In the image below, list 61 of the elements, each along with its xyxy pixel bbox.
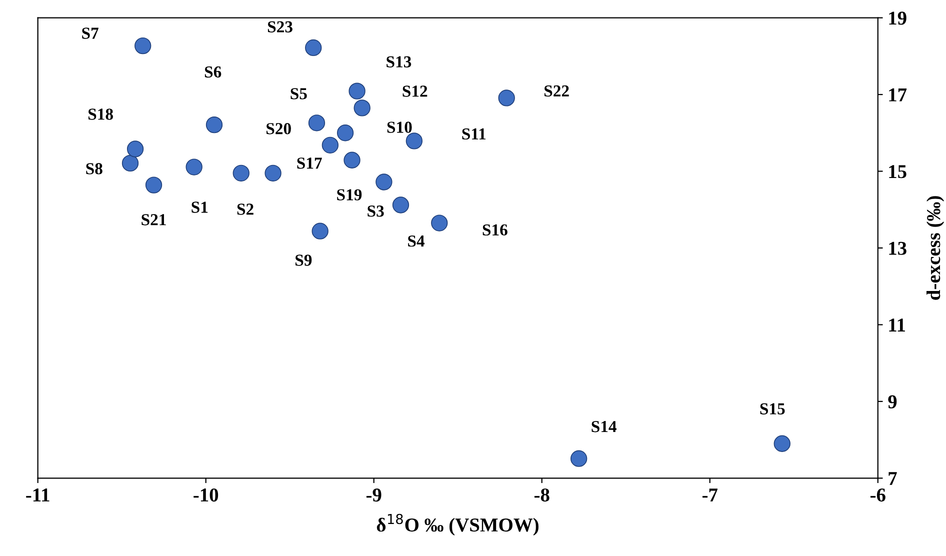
annotation: S10 bbox=[387, 122, 412, 133]
annotation: S19 bbox=[337, 189, 362, 200]
point bbox=[344, 152, 360, 168]
x-tick-label: -7 bbox=[702, 488, 718, 502]
point bbox=[376, 174, 392, 190]
annotation: S6 bbox=[204, 66, 222, 78]
point bbox=[305, 39, 322, 56]
y-tick-label: 11 bbox=[889, 318, 905, 332]
y-tick-label: 7 bbox=[888, 472, 897, 485]
point bbox=[336, 124, 354, 142]
y-tick-label: 15 bbox=[889, 165, 906, 178]
point bbox=[145, 176, 162, 194]
x-tick-label: -8 bbox=[534, 488, 550, 502]
annotation: S13 bbox=[386, 56, 412, 68]
x-axis-title: δ$^{18}$O ‰ (VSMOW) bbox=[376, 514, 538, 536]
annotation: S5 bbox=[290, 88, 307, 100]
annotation: S2 bbox=[237, 204, 254, 215]
point bbox=[348, 82, 366, 100]
annotation: S18 bbox=[88, 108, 113, 120]
annotation: S20 bbox=[266, 123, 291, 134]
y-tick-label: 13 bbox=[889, 242, 906, 255]
y-axis-title: d-excess (‰) bbox=[926, 196, 944, 300]
point bbox=[122, 154, 139, 172]
point bbox=[406, 132, 423, 150]
x-tick-label: -9 bbox=[366, 488, 382, 502]
point bbox=[134, 37, 152, 54]
annotation: S1 bbox=[192, 202, 208, 213]
point bbox=[774, 435, 790, 452]
point bbox=[126, 140, 144, 158]
point bbox=[186, 158, 202, 176]
point bbox=[206, 116, 223, 134]
x-tick-label: -6 bbox=[870, 488, 886, 502]
y-tick-label: 17 bbox=[889, 88, 907, 102]
y-tick-label: 19 bbox=[889, 12, 906, 25]
y-tick-label: 9 bbox=[888, 395, 897, 408]
point bbox=[498, 90, 515, 106]
annotation: S8 bbox=[86, 163, 102, 174]
annotation: S17 bbox=[297, 158, 322, 169]
annotation: S16 bbox=[482, 224, 508, 236]
annotation: S3 bbox=[368, 206, 384, 217]
annotation: S12 bbox=[402, 86, 428, 97]
point bbox=[232, 164, 250, 182]
point bbox=[322, 136, 339, 154]
annotation: S9 bbox=[296, 254, 312, 266]
annotation: S21 bbox=[142, 214, 166, 226]
annotation: S7 bbox=[82, 28, 98, 39]
point bbox=[431, 214, 448, 232]
annotation: S15 bbox=[760, 403, 785, 414]
annotation: S4 bbox=[408, 235, 425, 247]
point bbox=[264, 164, 282, 182]
point bbox=[312, 222, 328, 240]
annotation: S23 bbox=[268, 21, 292, 32]
x-tick-label: -11 bbox=[26, 488, 50, 502]
point bbox=[570, 450, 588, 467]
annotation: S22 bbox=[544, 85, 569, 97]
x-tick-label: -10 bbox=[194, 488, 218, 502]
point bbox=[392, 196, 410, 214]
annotation: S11 bbox=[462, 128, 486, 140]
point bbox=[308, 114, 326, 132]
annotation: S14 bbox=[592, 421, 616, 432]
point bbox=[354, 100, 370, 116]
